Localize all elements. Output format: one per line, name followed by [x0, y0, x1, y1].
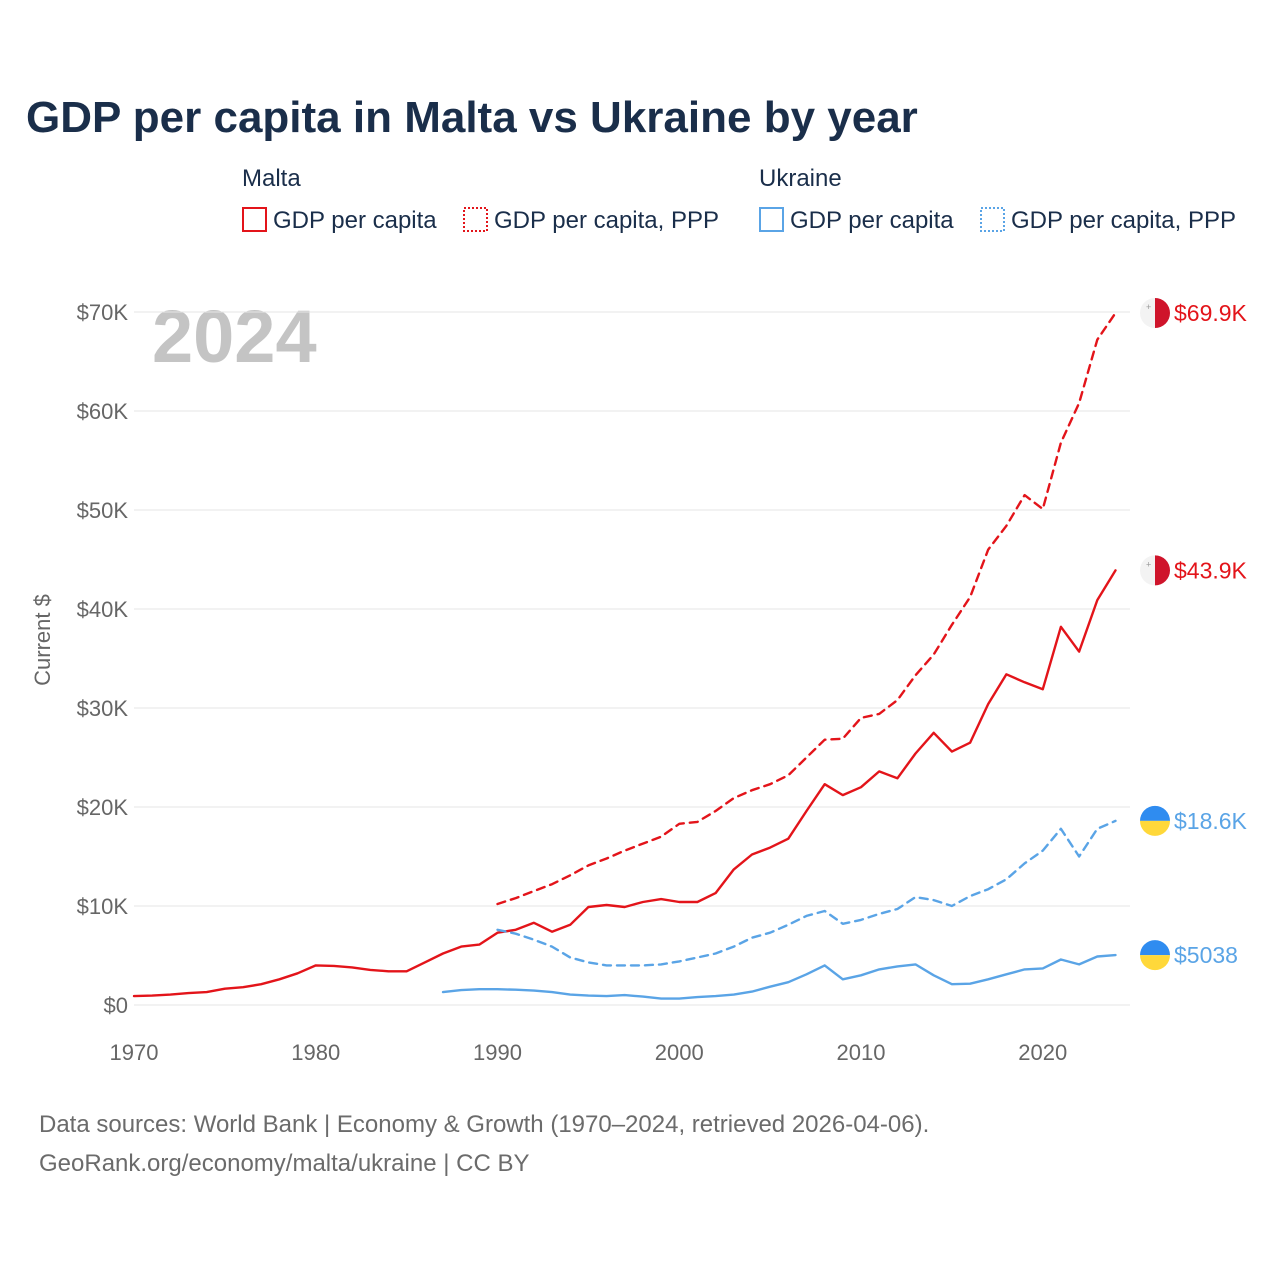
series-line-ukraine-dashed[interactable] [496, 819, 1117, 967]
end-value-label: $69.9K [1174, 300, 1248, 326]
end-markers: + $43.9K + $69.9K $5038 $18.6K [1140, 297, 1248, 971]
y-axis-ticks: $0 $10K $20K $30K $40K $50K $60K $70K [77, 300, 129, 1018]
end-value-label: $18.6K [1174, 808, 1248, 834]
legend-label-ukraine-gdp-ppp[interactable]: GDP per capita, PPP [1011, 207, 1236, 234]
legend-swatch-malta-gdp-ppp[interactable] [463, 207, 488, 232]
y-axis-title: Current $ [30, 594, 55, 686]
malta-flag-icon: + [1140, 555, 1171, 586]
end-value-label: $5038 [1174, 942, 1238, 968]
end-value-label: $43.9K [1174, 557, 1248, 583]
series-line-malta-dashed[interactable] [496, 311, 1117, 906]
y-tick-label: $20K [77, 795, 129, 820]
svg-text:+: + [1146, 559, 1151, 569]
series-line-malta-solid[interactable] [132, 569, 1117, 998]
x-tick-label: 2010 [837, 1040, 886, 1065]
legend-label-malta-gdp[interactable]: GDP per capita [273, 207, 437, 234]
series-lines [132, 311, 1117, 1000]
x-tick-label: 1980 [291, 1040, 340, 1065]
footer-attribution: GeoRank.org/economy/malta/ukraine | CC B… [39, 1150, 529, 1177]
legend-swatch-ukraine-gdp-ppp[interactable] [980, 207, 1005, 232]
series-line-ukraine-solid[interactable] [441, 953, 1117, 1000]
legend-heading-ukraine: Ukraine [759, 165, 842, 192]
ukraine-flag-icon [1140, 940, 1170, 971]
legend-heading-malta: Malta [242, 165, 301, 192]
svg-text:+: + [1146, 302, 1151, 312]
x-tick-label: 2000 [655, 1040, 704, 1065]
legend-label-malta-gdp-ppp[interactable]: GDP per capita, PPP [494, 207, 719, 234]
y-tick-label: $50K [77, 498, 129, 523]
y-tick-label: $40K [77, 597, 129, 622]
malta-flag-icon: + [1140, 297, 1171, 328]
y-tick-label: $0 [104, 993, 128, 1018]
legend-label-ukraine-gdp[interactable]: GDP per capita [790, 207, 954, 234]
y-tick-label: $10K [77, 894, 129, 919]
y-tick-label: $30K [77, 696, 129, 721]
y-tick-label: $70K [77, 300, 129, 325]
gridlines [134, 311, 1130, 1006]
legend: Malta GDP per capita GDP per capita, PPP… [242, 165, 1236, 234]
chart-title: GDP per capita in Malta vs Ukraine by ye… [26, 93, 918, 142]
x-tick-label: 1970 [110, 1040, 159, 1065]
x-tick-label: 2020 [1018, 1040, 1067, 1065]
legend-swatch-malta-gdp[interactable] [242, 207, 267, 232]
y-tick-label: $60K [77, 399, 129, 424]
footer-sources: Data sources: World Bank | Economy & Gro… [39, 1111, 929, 1138]
x-axis-ticks: 1970 1980 1990 2000 2010 2020 [110, 1040, 1068, 1065]
ukraine-flag-icon [1140, 805, 1170, 836]
year-watermark: 2024 [152, 295, 317, 378]
legend-swatch-ukraine-gdp[interactable] [759, 207, 784, 232]
x-tick-label: 1990 [473, 1040, 522, 1065]
